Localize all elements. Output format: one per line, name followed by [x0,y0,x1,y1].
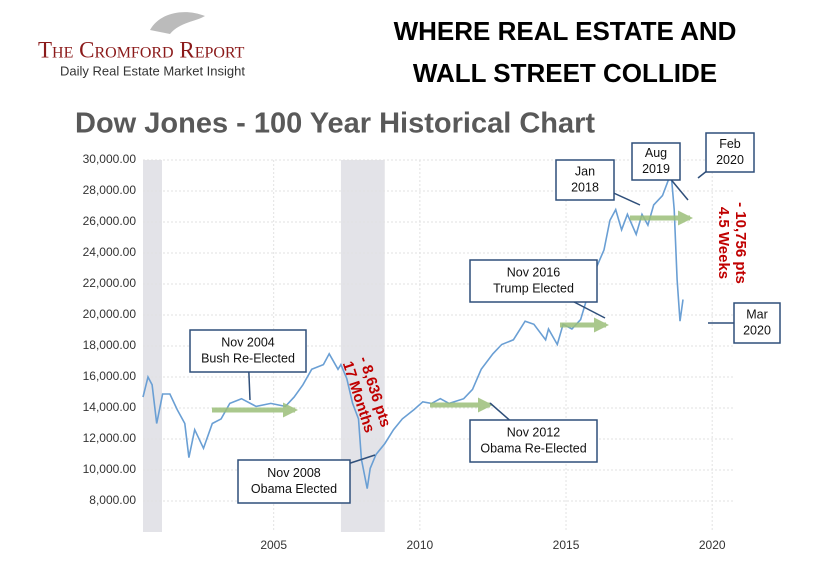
callout: Nov 2016 Trump Elected [469,259,606,319]
y-tick-label: 12,000.00 [83,431,137,445]
y-tick-label: 30,000.00 [83,152,137,166]
callout-text: Nov 2012 [507,425,561,439]
callout-box [555,159,615,201]
callout-text: Mar [746,307,768,321]
y-tick-label: 18,000.00 [83,338,137,352]
logo-mark [150,12,205,34]
callout-text: 2019 [642,162,670,176]
x-tick-label: 2005 [260,538,287,552]
callout-box [705,132,755,173]
callout-box [469,419,598,463]
y-tick-label: 26,000.00 [83,214,137,228]
callout-text: Feb [719,137,741,151]
y-tick-label: 8,000.00 [89,493,136,507]
callout: Aug 2019 [631,142,689,201]
headline: WHERE REAL ESTATE AND [394,16,737,46]
callout-box [469,259,598,303]
callout-text: 2018 [571,180,599,194]
callout-text: Aug [645,146,667,160]
y-tick-label: 28,000.00 [83,183,137,197]
x-tick-label: 2010 [406,538,433,552]
callout-box [733,302,781,344]
callout-box [189,329,307,373]
callout-text: Nov 2004 [221,335,275,349]
drop-text: 4.5 Weeks [715,207,732,279]
x-tick-label: 2020 [699,538,726,552]
callout: Nov 2004 Bush Re-Elected [189,329,307,401]
callout: Jan 2018 [555,159,641,206]
callout: Feb 2020 [697,132,755,179]
callout-box [631,142,681,181]
callout-text: 2020 [743,323,771,337]
x-tick-label: 2015 [553,538,580,552]
headline: WALL STREET COLLIDE [413,58,717,88]
chart-title: Dow Jones - 100 Year Historical Chart [75,108,595,140]
callout-text: Jan [575,164,595,178]
y-tick-label: 10,000.00 [83,462,137,476]
callout: Nov 2008 Obama Elected [237,454,376,504]
callout: Mar 2020 [708,302,781,344]
callout-box [237,459,351,504]
y-tick-label: 22,000.00 [83,276,137,290]
callout-text: Nov 2008 [267,466,321,480]
callout-text: Obama Elected [251,482,337,496]
data-line [142,173,684,489]
tagline: Daily Real Estate Market Insight [60,63,245,78]
callout-text: Trump Elected [493,281,574,295]
callout-text: Nov 2016 [507,265,561,279]
callout-text: Obama Re-Elected [480,441,586,455]
y-tick-label: 20,000.00 [83,307,137,321]
y-tick-label: 14,000.00 [83,400,137,414]
callout-text: 2020 [716,153,744,167]
brand: The Cromford Report [38,37,245,62]
y-tick-label: 16,000.00 [83,369,137,383]
drop-text: - 10,756 pts [732,202,749,284]
callout-text: Bush Re-Elected [201,351,295,365]
callout: Nov 2012 Obama Re-Elected [469,402,598,463]
y-tick-label: 24,000.00 [83,245,137,259]
